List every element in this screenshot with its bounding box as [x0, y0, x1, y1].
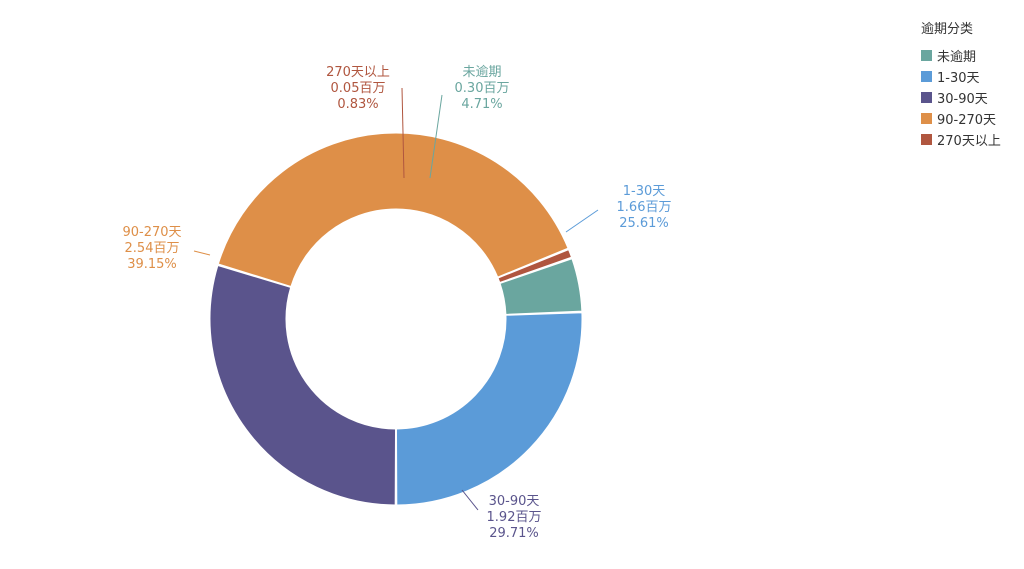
legend-label: 90-270天 [937, 113, 997, 128]
slice-percent: 4.71% [461, 97, 502, 112]
donut-slices [209, 132, 583, 506]
legend-item[interactable]: 270天以上 [921, 129, 1001, 150]
legend-item[interactable]: 90-270天 [921, 108, 1001, 129]
slice-label-3: 90-270天 2.54百万 39.15% [122, 225, 181, 272]
legend-swatch [921, 113, 932, 124]
legend-item[interactable]: 30-90天 [921, 87, 1001, 108]
legend: 逾期分类 未逾期 1-30天 30-90天 90-270天 270天以上 [921, 20, 1001, 150]
slice-label-1: 1-30天 1.66百万 25.61% [617, 184, 672, 231]
slice-3[interactable] [217, 132, 569, 288]
slice-name: 270天以上 [326, 65, 390, 80]
slice-0[interactable] [499, 258, 583, 315]
slice-label-0: 未逾期 0.30百万 4.71% [455, 65, 510, 112]
slice-percent: 39.15% [127, 257, 177, 272]
legend-label: 1-30天 [937, 71, 980, 86]
slice-name: 30-90天 [489, 494, 540, 509]
slice-1[interactable] [395, 312, 583, 506]
legend-title: 逾期分类 [921, 22, 974, 37]
slice-name: 90-270天 [122, 225, 181, 240]
slice-value: 1.92百万 [487, 510, 542, 525]
slice-percent: 29.71% [489, 526, 539, 541]
leader-line-0 [429, 94, 443, 179]
legend-swatch [921, 134, 932, 145]
legend-label: 270天以上 [937, 134, 1001, 149]
slice-percent: 0.83% [337, 97, 378, 112]
slice-4[interactable] [497, 249, 573, 284]
legend-label: 未逾期 [937, 50, 977, 65]
leader-line-3 [193, 250, 211, 256]
legend-swatch [921, 71, 932, 82]
slice-value: 2.54百万 [125, 241, 180, 256]
slice-2[interactable] [209, 264, 397, 506]
label-leader-lines [193, 87, 599, 511]
leader-line-1 [565, 209, 599, 233]
slice-value: 0.30百万 [455, 81, 510, 96]
slice-name: 1-30天 [623, 184, 666, 199]
slice-labels: 未逾期 0.30百万 4.71% 1-30天 1.66百万 25.61% 30-90天 1.9… [122, 65, 671, 541]
slice-value: 1.66百万 [617, 200, 672, 215]
slice-label-2: 30-90天 1.92百万 29.71% [487, 494, 542, 541]
slice-value: 0.05百万 [331, 81, 386, 96]
slice-name: 未逾期 [462, 65, 501, 80]
leader-line-4 [401, 87, 405, 179]
legend-swatch [921, 92, 932, 103]
leader-line-2 [461, 489, 479, 511]
slice-percent: 25.61% [619, 216, 669, 231]
legend-swatch [921, 50, 932, 61]
legend-item[interactable]: 未逾期 [921, 45, 1001, 66]
legend-items: 未逾期 1-30天 30-90天 90-270天 270天以上 [921, 45, 1001, 150]
legend-item[interactable]: 1-30天 [921, 66, 1001, 87]
legend-label: 30-90天 [937, 92, 988, 107]
slice-label-4: 270天以上 0.05百万 0.83% [326, 65, 390, 112]
